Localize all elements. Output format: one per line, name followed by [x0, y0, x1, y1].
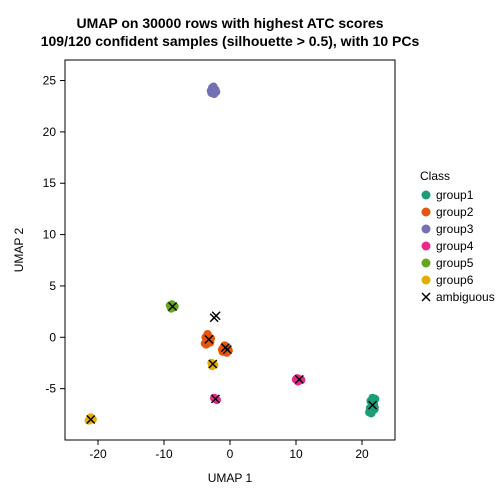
- legend-swatch: [422, 225, 431, 234]
- x-tick-label: -10: [155, 447, 173, 461]
- legend-swatch: [422, 191, 431, 200]
- chart-title-line2: 109/120 confident samples (silhouette > …: [41, 33, 420, 49]
- legend-label: group5: [436, 256, 474, 270]
- legend-label: ambiguous: [436, 290, 495, 304]
- legend-label: group4: [436, 239, 474, 253]
- legend-swatch: [422, 208, 431, 217]
- y-tick-label: 15: [43, 176, 57, 190]
- legend-swatch: [422, 276, 431, 285]
- x-tick-label: 0: [227, 447, 234, 461]
- y-tick-label: 10: [43, 228, 57, 242]
- legend-title: Class: [420, 169, 450, 183]
- y-tick-label: 20: [43, 125, 57, 139]
- legend-label: group1: [436, 188, 474, 202]
- y-tick-label: 25: [43, 74, 57, 88]
- legend-swatch: [422, 242, 431, 251]
- y-tick-label: -5: [45, 382, 56, 396]
- y-axis-label: UMAP 2: [12, 227, 26, 272]
- chart-title-line1: UMAP on 30000 rows with highest ATC scor…: [76, 15, 383, 31]
- chart-container: { "title_line1": "UMAP on 30000 rows wit…: [0, 0, 504, 504]
- legend-label: group2: [436, 205, 474, 219]
- y-tick-label: 5: [49, 279, 56, 293]
- x-tick-label: 20: [355, 447, 369, 461]
- plot-background: [0, 0, 504, 504]
- umap-scatter-chart: UMAP on 30000 rows with highest ATC scor…: [0, 0, 504, 504]
- y-tick-label: 0: [49, 330, 56, 344]
- legend-label: group3: [436, 222, 474, 236]
- legend-label: group6: [436, 273, 474, 287]
- x-tick-label: 10: [289, 447, 303, 461]
- scatter-point: [212, 88, 220, 96]
- legend-swatch: [422, 259, 431, 268]
- x-tick-label: -20: [89, 447, 107, 461]
- x-axis-label: UMAP 1: [208, 471, 253, 485]
